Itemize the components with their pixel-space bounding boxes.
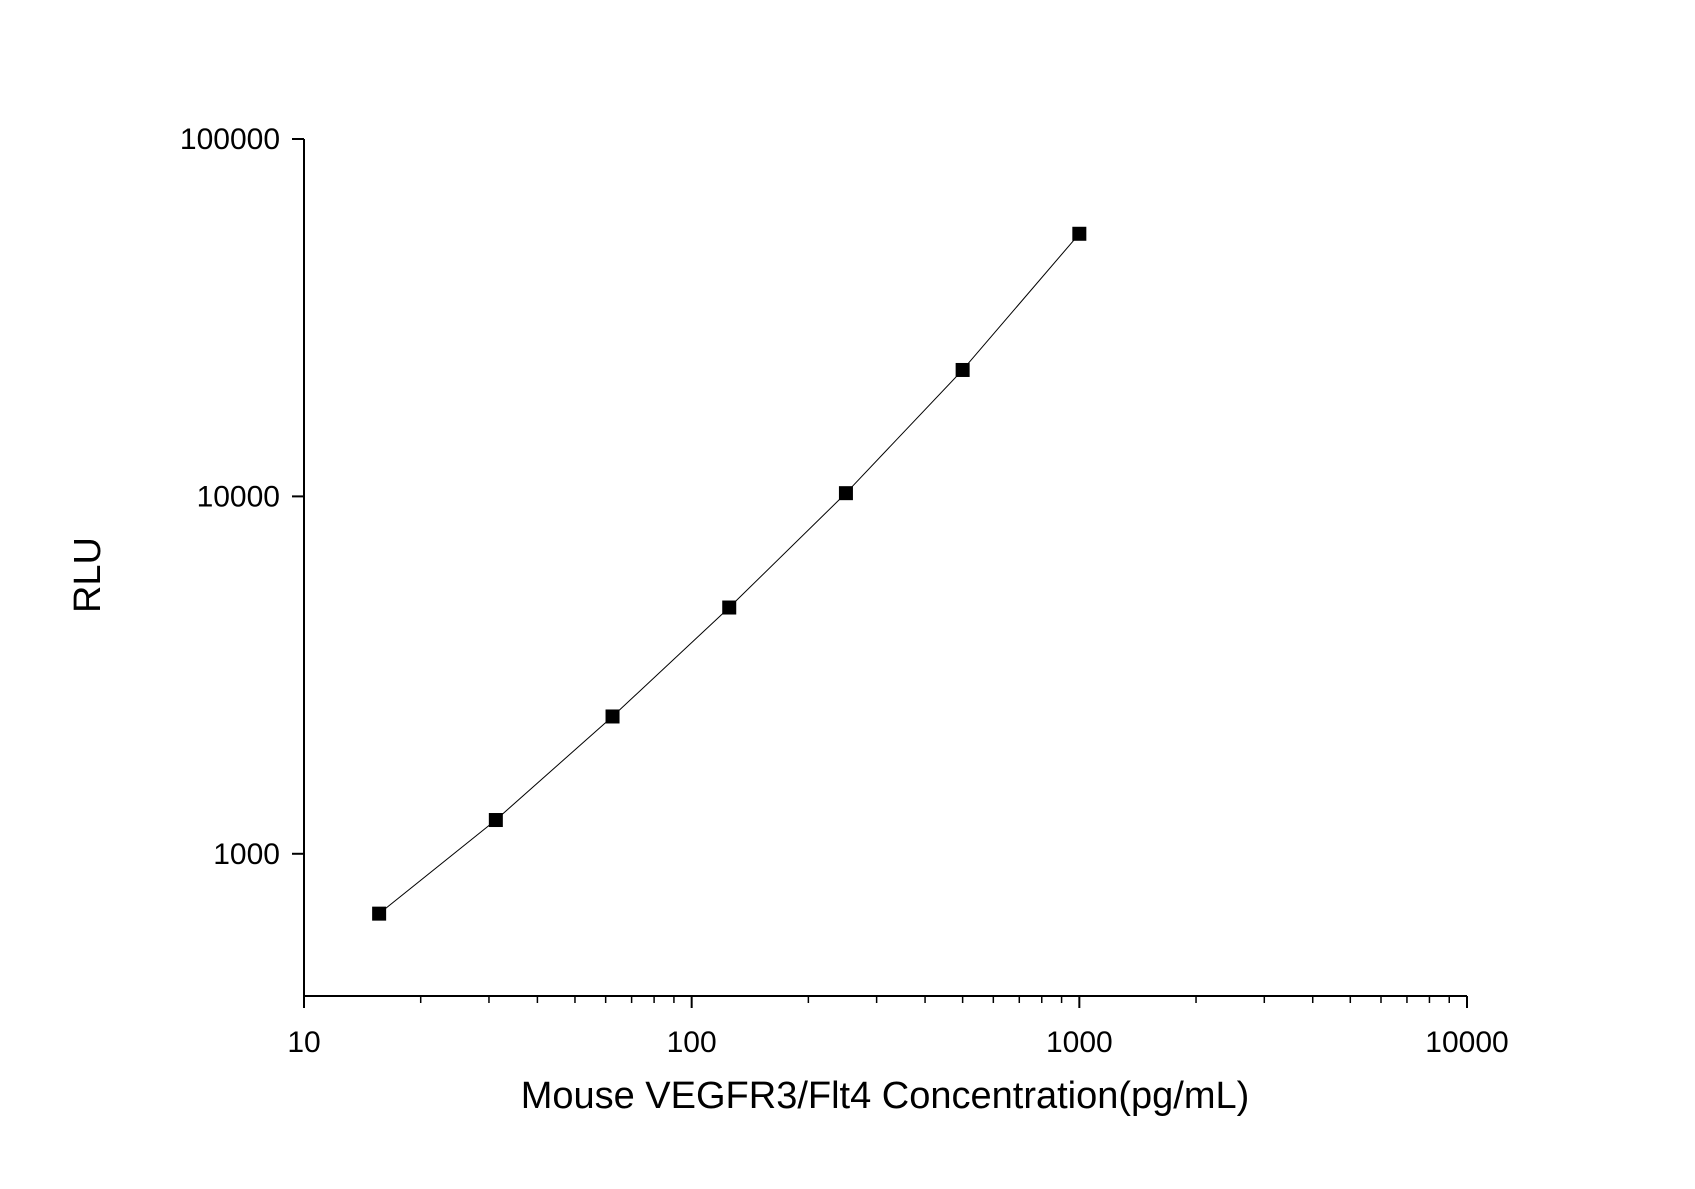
x-axis-label: Mouse VEGFR3/Flt4 Concentration(pg/mL) xyxy=(521,1075,1250,1117)
x-tick-label: 100 xyxy=(667,1026,717,1059)
data-point xyxy=(1072,226,1087,241)
data-point xyxy=(838,486,853,501)
x-tick-label: 10 xyxy=(287,1026,320,1059)
y-axis-label: RLU xyxy=(67,537,109,613)
data-point xyxy=(488,813,503,828)
fit-line xyxy=(378,233,1080,915)
x-tick-label: 10000 xyxy=(1425,1026,1508,1059)
y-tick-label: 10000 xyxy=(197,480,280,513)
y-tick-label: 1000 xyxy=(213,838,280,871)
data-point xyxy=(722,600,737,615)
y-tick-label: 100000 xyxy=(180,123,280,156)
data-point xyxy=(955,362,970,377)
data-point xyxy=(372,906,387,921)
x-tick-label: 1000 xyxy=(1046,1026,1113,1059)
data-point xyxy=(605,709,620,724)
